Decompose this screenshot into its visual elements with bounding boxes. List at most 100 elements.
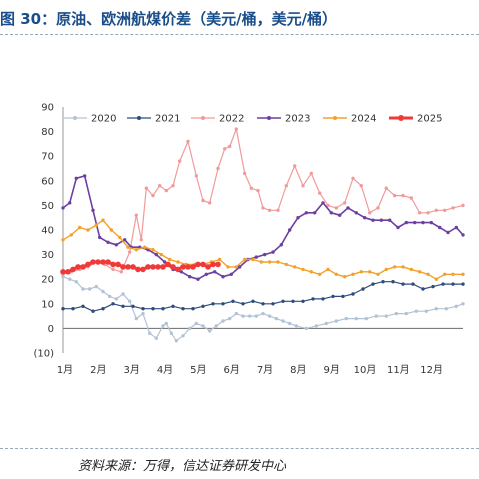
figure-title: 图 30：原油、欧洲航煤价差（美元/桶，美元/桶） <box>0 10 338 28</box>
data-point <box>254 255 258 259</box>
data-point <box>190 264 196 270</box>
legend-label: 2024 <box>351 114 376 125</box>
data-point <box>234 311 238 316</box>
data-point <box>195 261 201 268</box>
data-point <box>186 139 190 144</box>
data-point <box>121 292 125 296</box>
data-point <box>229 272 233 276</box>
y-tick-label: 60 <box>41 176 54 187</box>
data-point <box>461 203 465 208</box>
data-point <box>85 261 91 268</box>
data-point <box>311 297 315 301</box>
data-point <box>143 245 147 249</box>
data-point <box>421 287 425 291</box>
data-point <box>351 292 355 296</box>
data-point <box>201 304 205 308</box>
data-point <box>223 147 227 151</box>
data-point <box>434 307 438 311</box>
data-point <box>201 198 205 203</box>
data-point <box>344 316 348 321</box>
data-point <box>145 264 151 270</box>
data-point <box>110 261 116 268</box>
data-point <box>251 257 255 262</box>
data-point <box>374 314 378 318</box>
data-point <box>75 264 81 270</box>
data-point <box>139 238 143 242</box>
y-tick-label: (10) <box>33 349 54 360</box>
data-point <box>291 299 295 303</box>
data-point <box>90 259 96 265</box>
data-point <box>151 193 155 198</box>
data-point <box>371 282 375 286</box>
data-point <box>121 304 125 308</box>
data-point <box>451 272 455 276</box>
data-point <box>288 228 292 232</box>
data-point <box>284 262 288 267</box>
legend-marker <box>267 116 271 120</box>
data-point <box>150 264 156 270</box>
data-point <box>461 272 465 276</box>
axes: (10) 0 10 20 30 40 50 60 70 80 90 1月 2月 3月 4月 5月 6月 7月 8月 9… <box>33 103 463 376</box>
data-point <box>341 294 345 299</box>
data-point <box>134 248 138 252</box>
data-point <box>243 171 247 176</box>
data-point <box>259 260 263 264</box>
data-point <box>334 206 338 210</box>
data-point <box>188 326 192 331</box>
data-point <box>446 230 450 235</box>
data-point <box>115 261 121 268</box>
x-tick-label: 3月 <box>123 364 139 376</box>
data-point <box>218 257 222 262</box>
legend-label: 2021 <box>155 114 180 125</box>
data-point <box>61 307 65 311</box>
data-point <box>426 211 430 215</box>
data-point <box>296 216 300 220</box>
data-point <box>321 297 325 301</box>
data-point <box>404 311 408 316</box>
data-point <box>181 334 185 338</box>
data-point <box>134 213 138 217</box>
data-point <box>263 252 267 257</box>
legend-marker <box>137 116 141 120</box>
x-tick-label: 2月 <box>90 364 106 376</box>
data-point <box>409 267 413 272</box>
data-point <box>441 282 445 286</box>
data-point <box>241 302 245 306</box>
data-point <box>234 127 238 131</box>
data-point <box>160 264 166 270</box>
data-point <box>180 264 186 270</box>
data-point <box>321 201 325 205</box>
data-point <box>431 284 435 289</box>
data-point <box>118 235 122 240</box>
data-point <box>194 174 198 178</box>
data-point <box>251 299 255 303</box>
data-point <box>141 307 145 311</box>
data-point <box>165 261 171 268</box>
data-point <box>331 294 335 299</box>
x-tick-label: 11月 <box>387 364 410 376</box>
data-point <box>171 304 175 308</box>
source-note: 资料来源：万得，信达证券研发中心 <box>78 459 287 474</box>
data-point <box>141 311 145 316</box>
data-point <box>351 272 355 276</box>
data-point <box>351 176 355 180</box>
title-rule <box>0 34 479 35</box>
data-point <box>108 294 112 299</box>
legend-item-2023: 2023 <box>257 114 310 125</box>
data-point <box>384 186 388 190</box>
data-point <box>454 304 458 308</box>
y-tick-label: 10 <box>41 299 54 310</box>
data-point <box>80 264 86 270</box>
data-point <box>401 282 405 286</box>
data-point <box>404 220 408 225</box>
y-tick-label: 80 <box>41 127 54 138</box>
data-point <box>151 248 155 252</box>
data-point <box>443 208 447 212</box>
data-point <box>379 218 383 222</box>
data-point <box>304 326 308 331</box>
data-point <box>414 309 418 313</box>
legend-marker <box>201 116 205 120</box>
data-point <box>294 324 298 328</box>
data-point <box>78 225 82 230</box>
data-point <box>140 266 146 273</box>
